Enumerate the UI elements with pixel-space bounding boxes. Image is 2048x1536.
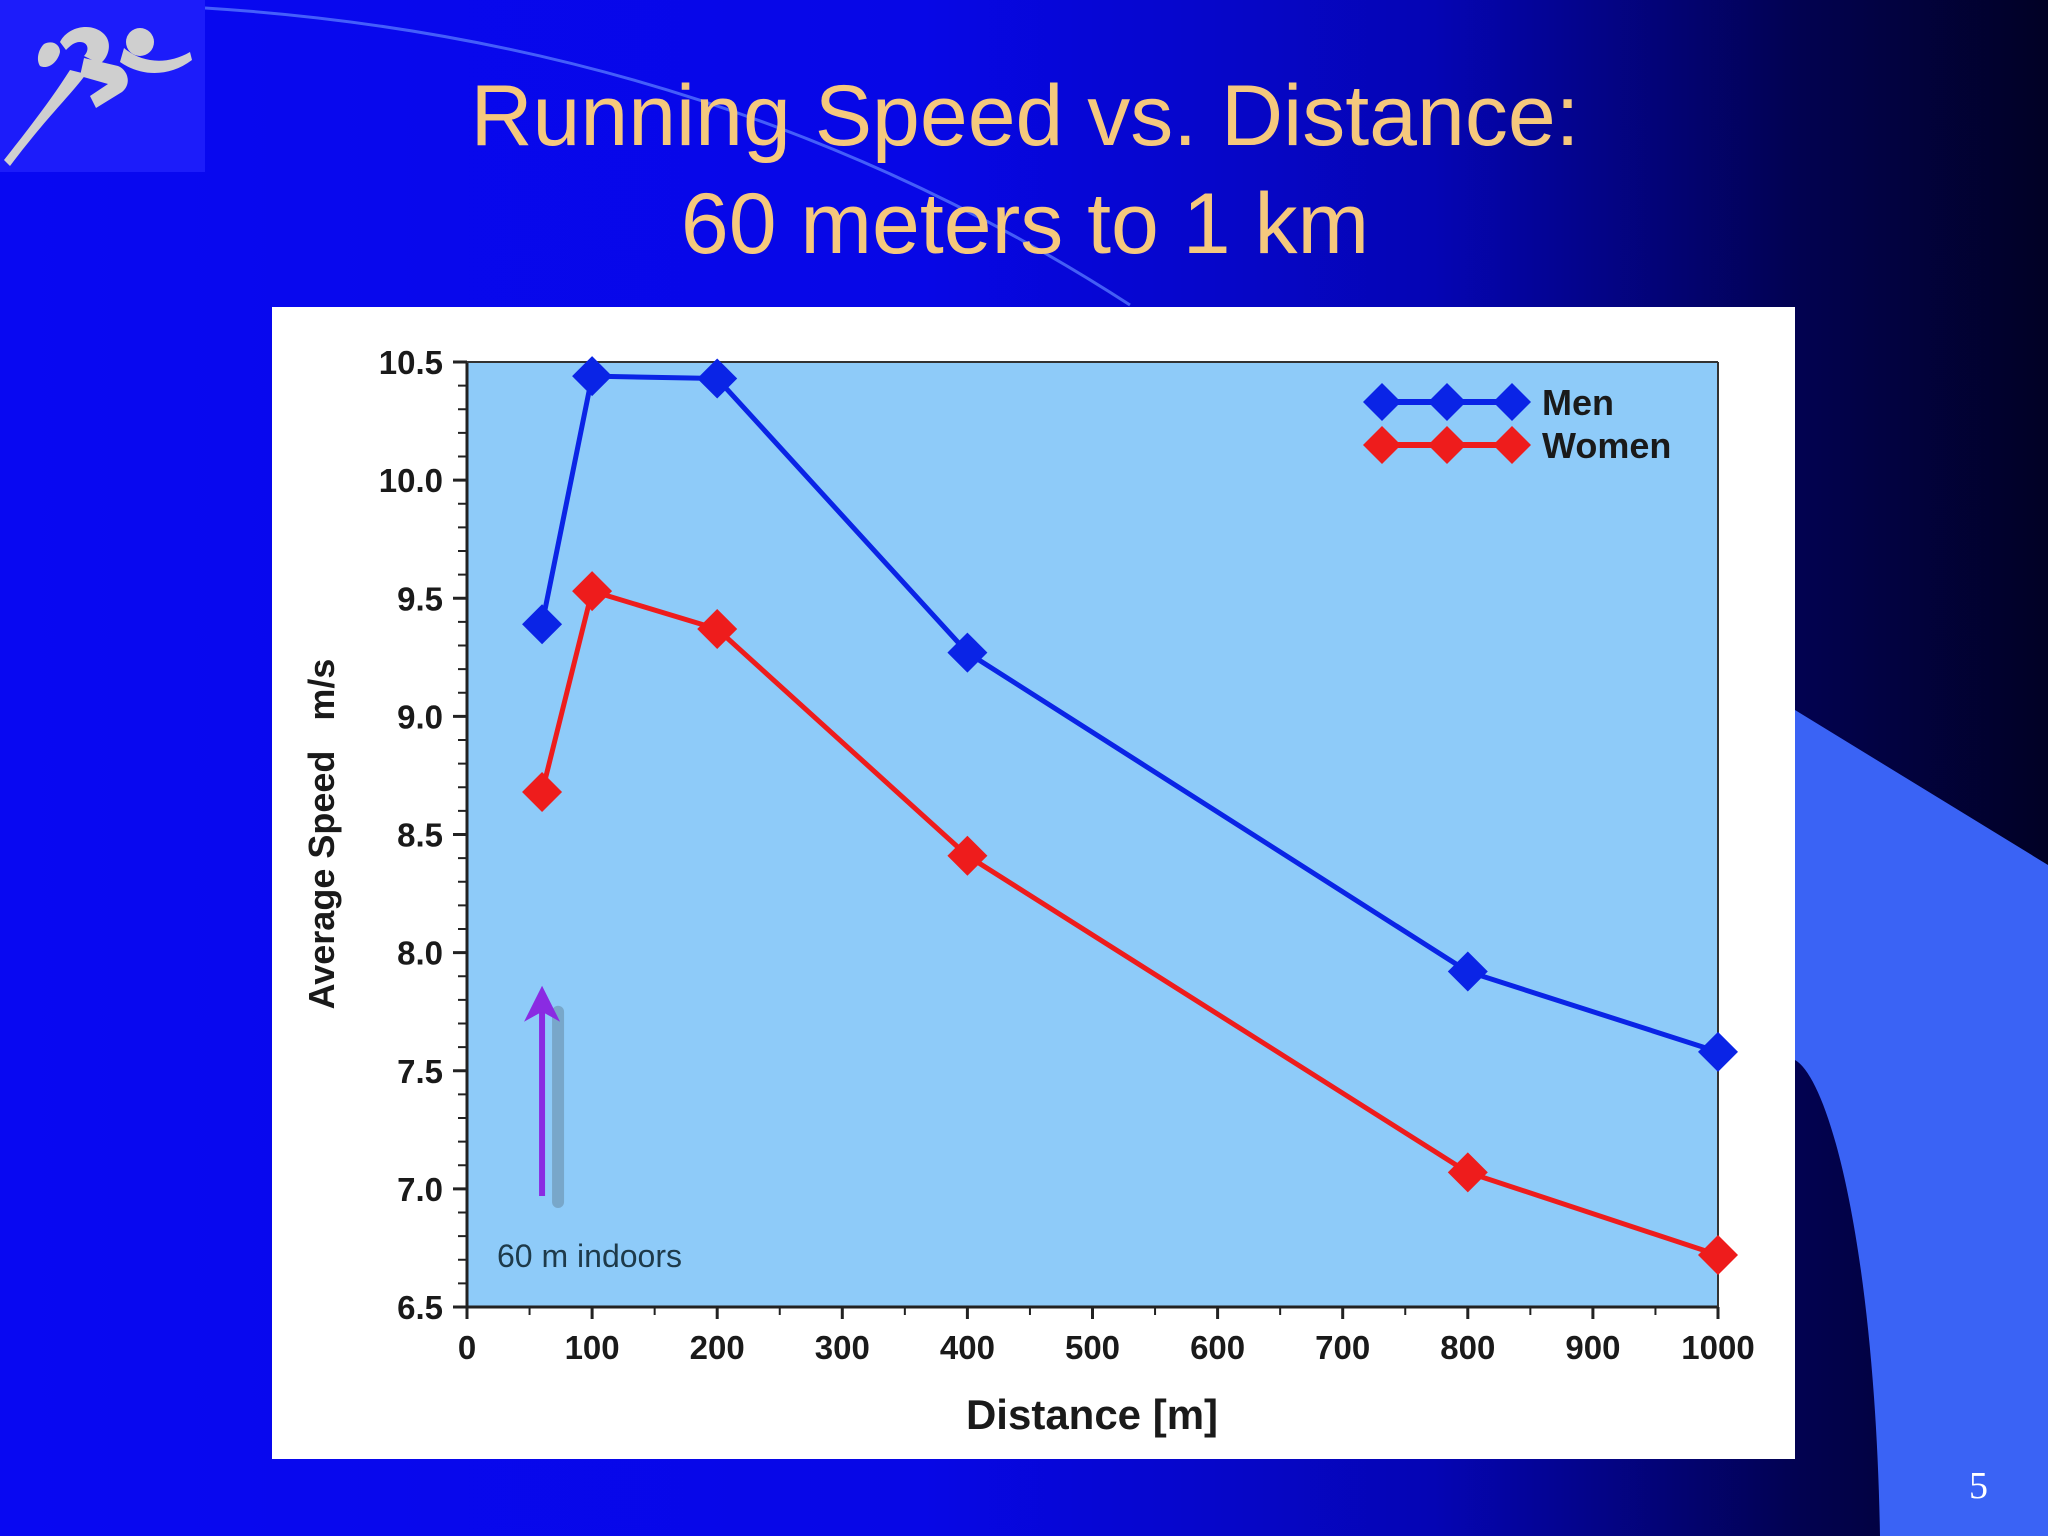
data-point-men	[572, 356, 613, 397]
legend-marker-women	[1428, 426, 1466, 464]
legend-marker-women	[1363, 426, 1401, 464]
y-tick-label: 9.5	[397, 580, 443, 617]
x-tick-label: 500	[1065, 1329, 1120, 1366]
x-tick-label: 600	[1190, 1329, 1245, 1366]
y-tick-label: 10.0	[379, 462, 443, 499]
logo-box	[0, 0, 205, 172]
data-point-women	[947, 835, 988, 876]
series-layer	[522, 356, 1738, 1276]
legend-marker-men	[1493, 383, 1531, 421]
runner-icon	[4, 27, 192, 166]
x-axis-ticks	[465, 1307, 1720, 1319]
x-tick-label: 1000	[1681, 1329, 1754, 1366]
slide-title: Running Speed vs. Distance: 60 meters to…	[230, 62, 1820, 278]
legend-label-men: Men	[1542, 382, 1614, 423]
slide-title-line-2: 60 meters to 1 km	[680, 176, 1370, 272]
annotation-text: 60 m indoors	[497, 1238, 682, 1274]
y-tick-label: 7.0	[397, 1171, 443, 1208]
y-tick-label: 10.5	[379, 344, 443, 381]
x-tick-label: 400	[940, 1329, 995, 1366]
x-tick-label: 800	[1440, 1329, 1495, 1366]
x-axis-label: Distance [m]	[966, 1391, 1218, 1438]
data-point-women	[1698, 1235, 1738, 1276]
legend-marker-women	[1493, 426, 1531, 464]
legend-marker-men	[1428, 383, 1466, 421]
data-point-men	[522, 604, 563, 645]
y-tick-label: 8.0	[397, 935, 443, 972]
y-axis-label: Average Speed m/s	[301, 659, 342, 1010]
x-axis-tick-labels: 0 100 200 300 400 500 600 700 800 900 1000	[458, 1329, 1755, 1366]
y-tick-label: 8.5	[397, 817, 443, 854]
x-tick-label: 900	[1565, 1329, 1620, 1366]
slide-title-line-1: Running Speed vs. Distance:	[470, 68, 1580, 164]
data-point-women	[572, 571, 613, 612]
data-point-men	[1447, 951, 1488, 992]
y-tick-label: 6.5	[397, 1289, 443, 1326]
data-point-women	[697, 608, 738, 649]
data-point-men	[1698, 1031, 1738, 1072]
data-point-women	[522, 771, 563, 812]
x-tick-label: 700	[1315, 1329, 1370, 1366]
data-point-men	[947, 632, 988, 673]
y-axis-ticks	[453, 360, 467, 1309]
plot-area	[467, 362, 1718, 1307]
annotation-layer: 60 m indoors	[497, 985, 682, 1274]
chart-panel: 0 100 200 300 400 500 600 700 800 900 1000 6.5 7.0 7…	[272, 307, 1795, 1459]
legend-label-women: Women	[1542, 425, 1671, 466]
series-line-women	[539, 588, 1719, 1258]
series-line-men	[539, 373, 1719, 1055]
x-tick-label: 200	[690, 1329, 745, 1366]
annotation-arrow-head	[524, 985, 561, 1022]
data-point-women	[1447, 1152, 1488, 1193]
x-tick-label: 0	[458, 1329, 476, 1366]
speed-distance-chart: 0 100 200 300 400 500 600 700 800 900 1000 6.5 7.0 7…	[301, 344, 1755, 1438]
x-tick-label: 300	[815, 1329, 870, 1366]
y-tick-label: 9.0	[397, 698, 443, 735]
data-point-men	[697, 358, 738, 399]
page-number: 5	[1969, 1465, 1988, 1507]
x-tick-label: 100	[565, 1329, 620, 1366]
y-axis-tick-labels: 6.5 7.0 7.5 8.0 8.5 9.0 9.5 10.0 10.5	[379, 344, 443, 1326]
y-tick-label: 7.5	[397, 1053, 443, 1090]
corner-swoosh-shape	[1795, 710, 2048, 1536]
title-swoosh-curve	[204, 6, 1131, 307]
legend-marker-men	[1363, 383, 1401, 421]
